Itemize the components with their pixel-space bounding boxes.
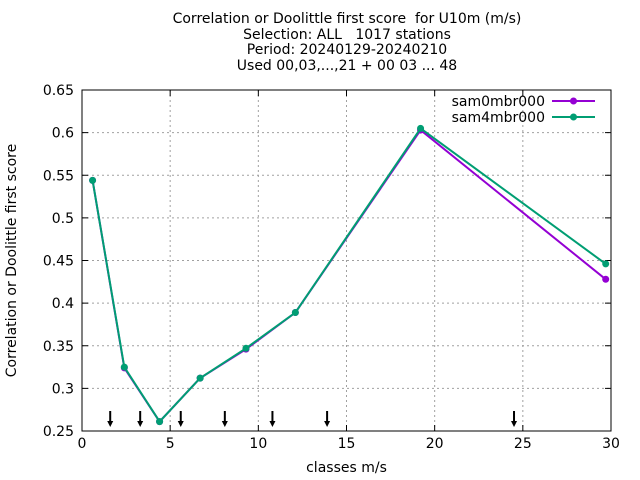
chart-title: Correlation or Doolittle first score for… (0, 11, 640, 74)
y-tick-label: 0.25 (43, 424, 74, 440)
arrow-marker (137, 411, 144, 427)
y-tick-label: 0.4 (52, 296, 74, 312)
arrow-markers (107, 411, 518, 427)
data-point (602, 275, 610, 283)
arrow-marker (511, 411, 518, 427)
grid (82, 90, 611, 431)
x-tick-label: 0 (78, 436, 87, 452)
series-lines (89, 124, 610, 426)
legend-label: sam4mbr000 (452, 110, 545, 126)
y-tick-label: 0.45 (43, 254, 74, 270)
arrow-marker (221, 411, 228, 427)
y-tick-label: 0.65 (43, 83, 74, 99)
title-line-3: Period: 20240129-20240210 (246, 42, 448, 58)
series-sam4mbr000 (89, 124, 610, 426)
title-line-4: Used 00,03,...,21 + 00 03 ... 48 (236, 57, 458, 74)
title-line-1: Correlation or Doolittle first score for… (172, 11, 522, 27)
legend-marker (570, 113, 577, 121)
legend-marker (570, 97, 577, 105)
x-tick-label: 20 (426, 436, 444, 452)
y-tick-label: 0.6 (52, 126, 74, 142)
title-line-2: Selection: ALL 1017 stations (243, 26, 451, 43)
legend-label: sam0mbr000 (452, 94, 545, 110)
x-tick-label: 25 (514, 436, 532, 452)
arrow-marker (177, 411, 184, 427)
x-tick-label: 30 (602, 436, 620, 452)
arrow-marker (324, 411, 331, 427)
data-point (156, 418, 164, 426)
arrow-marker (269, 411, 276, 427)
arrow-marker (107, 411, 114, 427)
x-tick-label: 15 (338, 436, 356, 452)
data-point (242, 344, 250, 352)
y-axis-label: Correlation or Doolittle first score (4, 144, 20, 377)
data-point (120, 363, 128, 371)
series-sam0mbr000 (89, 126, 610, 426)
x-tick-label: 10 (249, 436, 267, 452)
data-point (196, 374, 204, 382)
y-tick-label: 0.3 (52, 381, 74, 397)
y-tick-label: 0.5 (52, 211, 74, 227)
series-line (91, 128, 607, 424)
plot-frame (81, 89, 612, 432)
y-tick-label: 0.55 (43, 168, 74, 184)
data-point (291, 309, 299, 317)
x-tick-label: 5 (166, 436, 175, 452)
data-point (89, 176, 97, 184)
axis-ticks: 0 5 10 15 20 25 30 0.25 0.3 0.35 0.4 0.45 0.5 0.55 0.6… (43, 83, 620, 452)
data-point (602, 260, 610, 268)
x-axis-label: classes m/s (306, 460, 387, 476)
data-point (417, 124, 425, 132)
y-tick-label: 0.35 (43, 339, 74, 355)
series-line (91, 126, 607, 424)
